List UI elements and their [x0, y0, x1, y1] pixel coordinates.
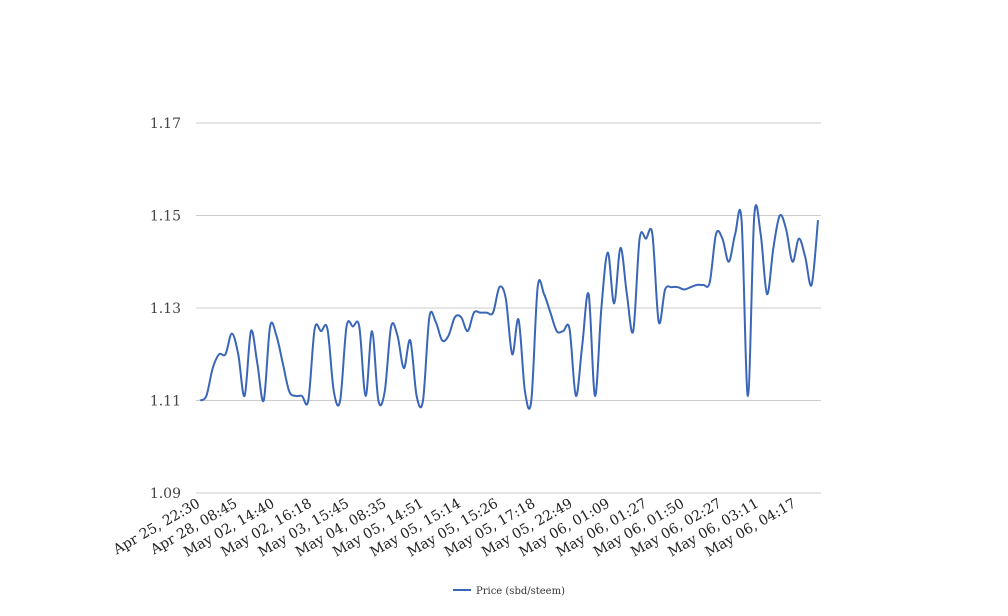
y-tick-label: 1.09: [150, 486, 181, 502]
y-axis-ticks: 1.09 1.11 1.13 1.15 1.17: [150, 116, 181, 502]
legend[interactable]: Price (sbd/steem): [453, 586, 565, 597]
series-line-price: [199, 204, 819, 410]
y-tick-label: 1.11: [150, 394, 181, 410]
y-tick-label: 1.15: [150, 209, 181, 225]
y-tick-label: 1.17: [150, 116, 181, 132]
series-group: [199, 204, 819, 410]
y-tick-label: 1.13: [150, 301, 181, 317]
y-gridlines: [196, 122, 821, 494]
legend-label: Price (sbd/steem): [476, 586, 565, 597]
